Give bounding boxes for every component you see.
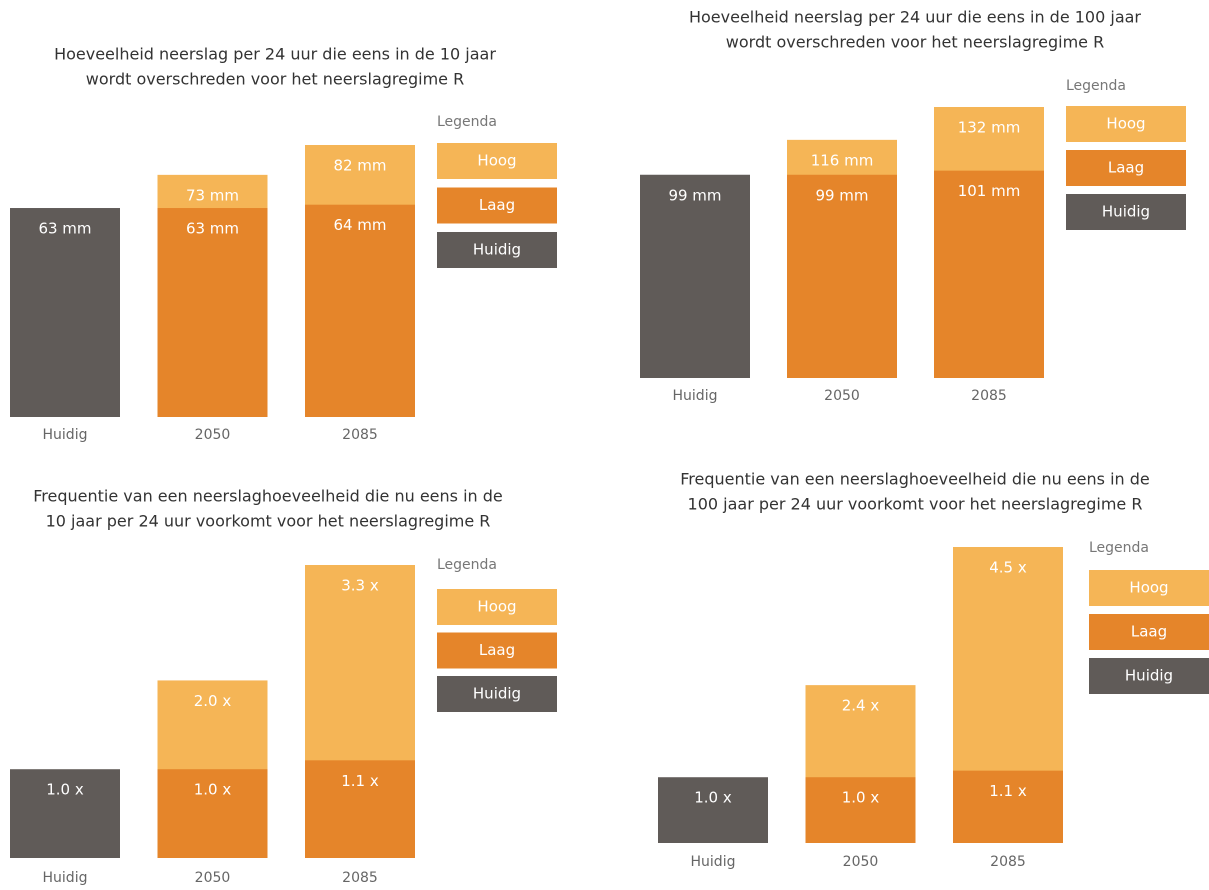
chart-title: Frequentie van een neerslaghoeveelheid d…	[33, 487, 502, 506]
legend-label: Laag	[479, 641, 515, 659]
bar	[640, 174, 750, 378]
x-tick-label: 2085	[990, 854, 1026, 870]
bar	[157, 208, 268, 417]
bar	[787, 174, 897, 378]
legend-label: Hoog	[1106, 115, 1145, 133]
x-tick-label: Huidig	[691, 854, 736, 870]
value-label: 2.0 x	[194, 692, 232, 710]
value-label: 99 mm	[815, 186, 868, 204]
bar	[157, 769, 268, 858]
value-label: 1.0 x	[194, 781, 232, 799]
legend-label: Huidig	[1102, 203, 1150, 221]
value-label: 73 mm	[186, 186, 239, 204]
legend-title: Legenda	[437, 114, 497, 130]
value-label: 1.0 x	[46, 781, 84, 799]
value-label: 64 mm	[333, 216, 386, 234]
x-tick-label: 2085	[342, 870, 378, 886]
bar	[805, 777, 916, 843]
x-tick-label: Huidig	[43, 427, 88, 443]
value-label: 1.1 x	[989, 782, 1027, 800]
value-label: 4.5 x	[989, 559, 1027, 577]
legend-title: Legenda	[1089, 540, 1149, 556]
x-tick-label: 2085	[342, 427, 378, 443]
value-label: 99 mm	[668, 186, 721, 204]
x-tick-label: 2085	[971, 388, 1007, 404]
legend-swatch	[1089, 614, 1209, 650]
value-label: 63 mm	[186, 220, 239, 238]
bar	[10, 208, 120, 417]
legend-swatch	[1066, 150, 1186, 186]
chart-title: 100 jaar per 24 uur voorkomt voor het ne…	[688, 495, 1143, 514]
legend-label: Huidig	[473, 685, 521, 703]
x-tick-label: 2050	[195, 427, 231, 443]
legend-label: Hoog	[477, 598, 516, 616]
bar	[305, 204, 415, 417]
value-label: 63 mm	[38, 220, 91, 238]
x-tick-label: Huidig	[673, 388, 718, 404]
legend-label: Hoog	[477, 152, 516, 170]
x-tick-label: 2050	[195, 870, 231, 886]
bar	[305, 760, 415, 858]
legend-swatch	[1089, 658, 1209, 694]
value-label: 1.0 x	[842, 789, 880, 807]
value-label: 82 mm	[333, 157, 386, 175]
legend-swatch	[437, 143, 557, 179]
legend-label: Laag	[1131, 623, 1167, 641]
legend-label: Hoog	[1129, 579, 1168, 597]
legend-swatch	[437, 632, 557, 669]
value-label: 2.4 x	[842, 697, 880, 715]
chart-title: Hoeveelheid neerslag per 24 uur die eens…	[54, 45, 496, 64]
x-tick-label: 2050	[824, 388, 860, 404]
value-label: 116 mm	[811, 151, 874, 169]
bar	[10, 769, 120, 858]
bar	[658, 777, 768, 843]
chart-title: Hoeveelheid neerslag per 24 uur die eens…	[689, 8, 1141, 27]
value-label: 101 mm	[958, 182, 1021, 200]
value-label: 1.0 x	[694, 789, 732, 807]
value-label: 3.3 x	[341, 577, 379, 595]
value-label: 1.1 x	[341, 772, 379, 790]
legend-swatch	[437, 589, 557, 625]
legend-label: Laag	[1108, 159, 1144, 177]
x-tick-label: Huidig	[43, 870, 88, 886]
legend-swatch	[437, 676, 557, 712]
legend-label: Huidig	[1125, 667, 1173, 685]
legend-label: Huidig	[473, 241, 521, 259]
chart-title: wordt overschreden voor het neerslagregi…	[726, 33, 1104, 52]
bar	[934, 170, 1044, 378]
legend-swatch	[1066, 106, 1186, 142]
x-tick-label: 2050	[843, 854, 879, 870]
legend-swatch	[1089, 570, 1209, 606]
legend-swatch	[437, 187, 557, 224]
legend-swatch	[1066, 194, 1186, 230]
chart-title: Frequentie van een neerslaghoeveelheid d…	[680, 470, 1149, 489]
legend-title: Legenda	[437, 557, 497, 573]
legend-label: Laag	[479, 196, 515, 214]
bar	[953, 770, 1063, 843]
chart-title: 10 jaar per 24 uur voorkomt voor het nee…	[46, 512, 491, 531]
legend-title: Legenda	[1066, 78, 1126, 94]
chart-title: wordt overschreden voor het neerslagregi…	[86, 70, 464, 89]
value-label: 132 mm	[958, 119, 1021, 137]
legend-swatch	[437, 232, 557, 268]
